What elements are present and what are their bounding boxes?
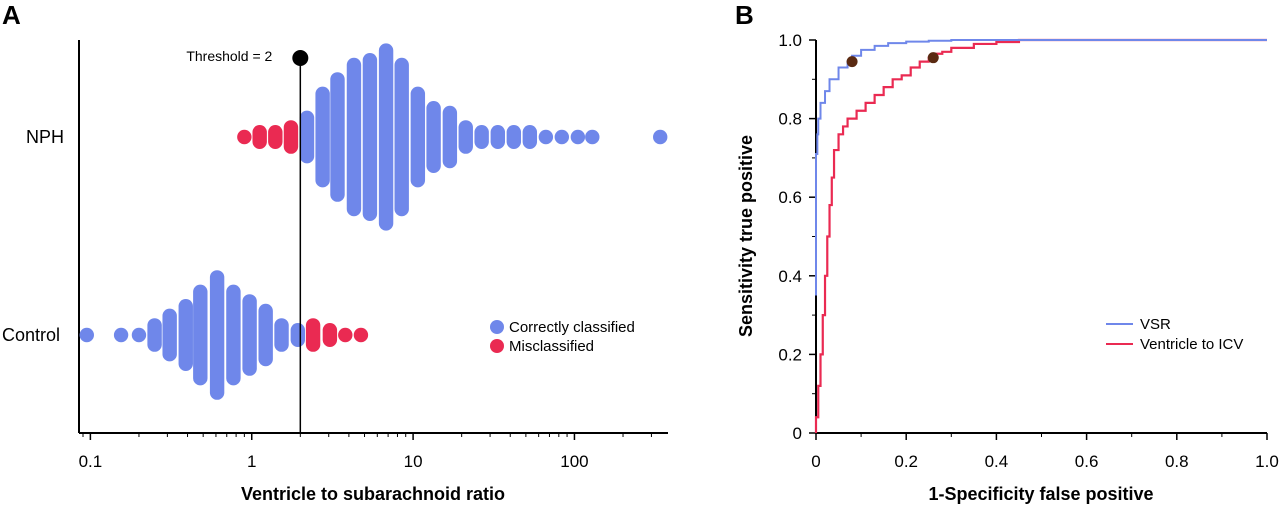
beeswarm-column-control: [162, 308, 177, 362]
panel-a-x-axis-title: Ventricle to subarachnoid ratio: [241, 484, 505, 504]
panel-a-x-ticks: 0.1 1 10 100: [79, 433, 652, 471]
beeswarm-column-nph: [442, 105, 458, 169]
b-y-tick-label: 0.2: [778, 345, 802, 364]
beeswarm-column-control: [147, 318, 162, 352]
category-label-nph: NPH: [26, 127, 64, 147]
panel-b-ticks: 0 0.2 0.4 0.6 0.8 1.0 0 0.2 0.4 0.6 0.8 1.0: [778, 31, 1278, 471]
beeswarm-column-nph: [237, 129, 252, 145]
b-y-tick-label: 0: [793, 424, 802, 443]
panel-b-letter: B: [735, 0, 754, 30]
a-tick-label: 10: [404, 452, 423, 471]
beeswarm-column-control: [274, 318, 289, 352]
beeswarm-column-nph: [283, 120, 299, 154]
roc-line-ventricle-icv: [814, 38, 1267, 433]
beeswarm-column-nph: [554, 129, 570, 145]
panel-a-letter: A: [2, 0, 21, 30]
beeswarm-column-nph: [410, 86, 426, 188]
panel-b-legend: VSR Ventricle to ICV: [1106, 316, 1243, 353]
a-tick-label: 0.1: [79, 452, 103, 471]
beeswarm-column-nph: [653, 129, 668, 145]
b-y-tick-label: 1.0: [778, 31, 802, 50]
roc-marker-vsr: [846, 56, 858, 68]
beeswarm-column-control: [226, 284, 241, 386]
beeswarm-column-control: [338, 327, 353, 343]
beeswarm-column-control: [242, 294, 257, 376]
beeswarm-column-control: [113, 327, 129, 343]
roc-marker-ventricle-icv: [927, 52, 939, 64]
b-y-tick-label: 0.4: [778, 267, 802, 286]
panel-a-legend: Correctly classified Misclassified: [490, 319, 635, 355]
beeswarm-column-nph: [506, 125, 522, 149]
beeswarm-column-nph: [490, 125, 506, 149]
beeswarm-column-nph: [458, 120, 473, 154]
b-x-tick-label: 0.2: [894, 452, 918, 471]
beeswarm-column-nph: [330, 72, 345, 202]
beeswarm-column-nph: [570, 129, 586, 145]
a-tick-label: 1: [247, 452, 256, 471]
beeswarm-column-control: [353, 327, 369, 343]
b-x-tick-label: 0: [811, 452, 820, 471]
panel-b-x-axis-title: 1-Specificity false positive: [928, 484, 1153, 504]
beeswarm-column-nph: [585, 129, 600, 145]
legend-misclassified-label: Misclassified: [509, 338, 594, 355]
beeswarm-column-nph: [299, 110, 315, 164]
beeswarm-column-control: [79, 327, 94, 343]
b-x-tick-label: 0.4: [985, 452, 1009, 471]
beeswarm-column-nph: [315, 86, 330, 188]
panel-b-y-axis-title: Sensitivity true positive: [736, 135, 756, 337]
beeswarm-column-control: [258, 303, 273, 367]
beeswarm-column-control: [322, 323, 338, 347]
panel-a-data-columns: [79, 43, 668, 400]
legend-misclassified-swatch: [490, 339, 504, 353]
category-label-control: Control: [2, 325, 60, 345]
b-x-tick-label: 0.6: [1075, 452, 1099, 471]
threshold-marker: [292, 50, 309, 66]
beeswarm-column-control: [193, 284, 208, 386]
panel-b-roc-curves: [814, 38, 1267, 433]
legend-correct-swatch: [490, 320, 504, 334]
threshold: Threshold = 2: [186, 48, 309, 433]
legend-correct-label: Correctly classified: [509, 319, 635, 336]
b-x-tick-label: 0.8: [1165, 452, 1189, 471]
beeswarm-column-nph: [268, 125, 283, 149]
b-y-tick-label: 0.8: [778, 110, 802, 129]
a-tick-label: 100: [560, 452, 588, 471]
beeswarm-column-control: [290, 323, 306, 347]
beeswarm-column-nph: [538, 129, 554, 145]
panel-a: A NPH Control Ventricle to subarachnoid …: [2, 0, 668, 504]
legend-vsr-label: VSR: [1140, 316, 1171, 333]
beeswarm-column-nph: [426, 101, 441, 173]
threshold-label: Threshold = 2: [186, 48, 272, 64]
b-x-tick-label: 1.0: [1255, 452, 1279, 471]
legend-ventricle-icv-label: Ventricle to ICV: [1140, 336, 1243, 353]
beeswarm-column-nph: [362, 53, 378, 221]
beeswarm-column-control: [209, 270, 225, 400]
beeswarm-column-nph: [252, 125, 267, 149]
beeswarm-column-control: [305, 318, 321, 352]
panel-b: B 1-Specificity false positive Sensitivi…: [735, 0, 1279, 504]
beeswarm-column-nph: [522, 125, 538, 149]
b-y-tick-label: 0.6: [778, 188, 802, 207]
beeswarm-column-control: [178, 299, 193, 371]
roc-line-vsr: [815, 39, 1267, 296]
beeswarm-column-nph: [394, 57, 409, 217]
beeswarm-column-nph: [346, 57, 362, 217]
beeswarm-column-nph: [378, 43, 394, 231]
beeswarm-column-nph: [474, 125, 489, 149]
beeswarm-column-control: [131, 327, 147, 343]
